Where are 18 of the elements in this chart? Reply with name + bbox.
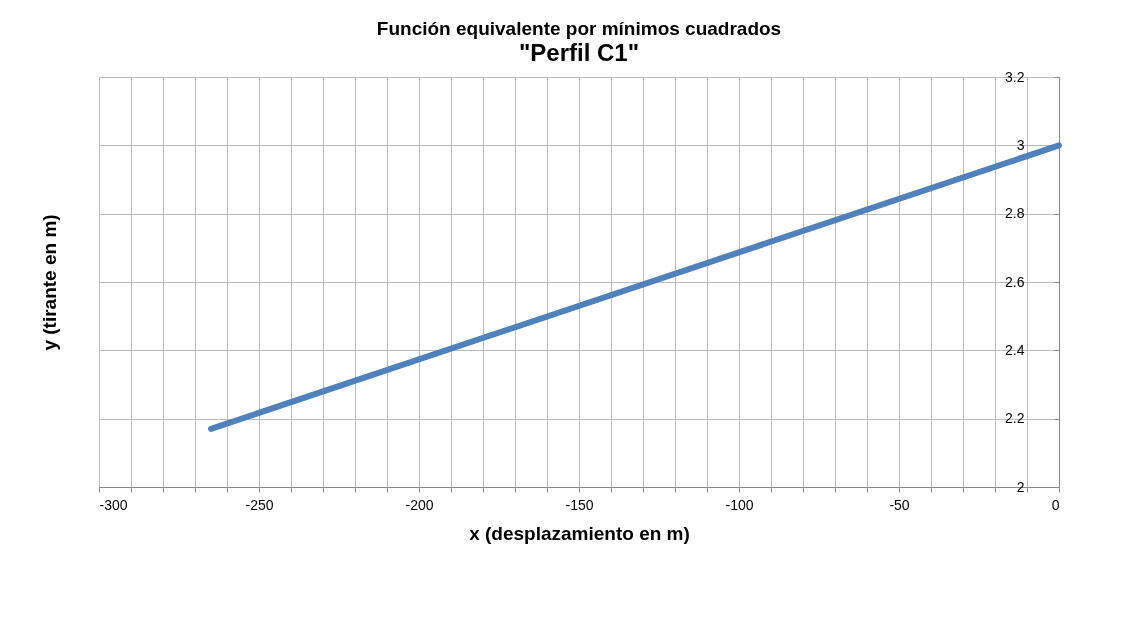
y-tick-label: 3.2	[1005, 68, 1025, 85]
x-tick-label: 0	[1051, 496, 1060, 513]
x-axis-title: x (desplazamiento en m)	[469, 522, 690, 544]
chart-subtitle: "Perfil C1"	[518, 39, 640, 66]
y-axis-title: y (tirante en m)	[38, 214, 60, 351]
x-tick-label: -250	[245, 496, 274, 513]
y-tick-label: 2.6	[1005, 273, 1025, 290]
y-tick-label: 2.8	[1005, 205, 1025, 222]
y-tick-label: 3	[1016, 136, 1025, 153]
x-tick-label: -50	[889, 496, 910, 513]
x-tick-label: -300	[99, 496, 128, 513]
y-tick-label: 2.2	[1005, 410, 1025, 427]
x-tick-label: -100	[725, 496, 754, 513]
y-tick-label: 2	[1016, 478, 1025, 495]
x-tick-label: -150	[565, 496, 594, 513]
x-tick-label: -200	[405, 496, 434, 513]
y-tick-label: 2.4	[1005, 341, 1025, 358]
chart-title: Función equivalente por mínimos cuadrados	[376, 18, 782, 39]
